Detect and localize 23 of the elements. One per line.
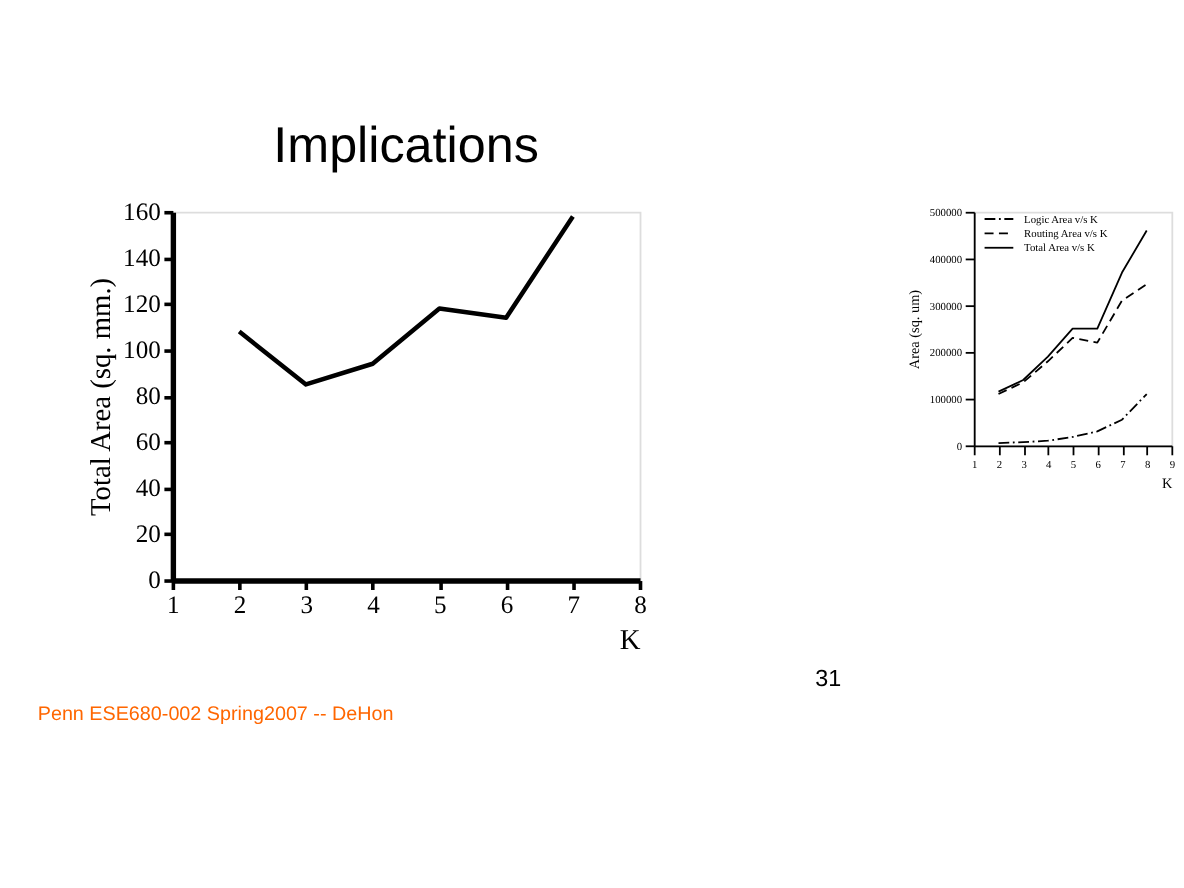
y-tick-label: 120: [123, 289, 161, 318]
x-tick-label: 8: [634, 591, 647, 620]
y-tick-label: 80: [135, 382, 161, 411]
y-tick-label: 40: [135, 474, 161, 503]
x-tick-label: 7: [567, 591, 581, 620]
x-tick-label: 4: [367, 591, 382, 620]
y-tick-label: 0: [148, 566, 161, 595]
line-series: [236, 214, 576, 387]
x-tick-label: 2: [233, 591, 247, 620]
text: Penn ESE680-002 Spring2007 -- DeHon: [37, 704, 394, 727]
x-tick-label: 5: [434, 591, 447, 620]
x-tick-label: 6: [500, 591, 514, 620]
y-tick-label: 140: [123, 243, 161, 272]
y-tick-label: 100: [123, 336, 161, 365]
x-axis-title: K: [619, 625, 642, 658]
x-tick-label: 3: [300, 591, 314, 620]
y-tick-label: 20: [135, 520, 161, 549]
y-tick-label: 160: [123, 197, 161, 226]
y-tick-label: 60: [135, 428, 161, 457]
x-tick-label: 1: [167, 591, 180, 620]
text: 31: [815, 666, 842, 693]
y-axis-title: Total Area (sq. mm.): [86, 277, 119, 516]
chart-title: Implications: [273, 117, 539, 174]
